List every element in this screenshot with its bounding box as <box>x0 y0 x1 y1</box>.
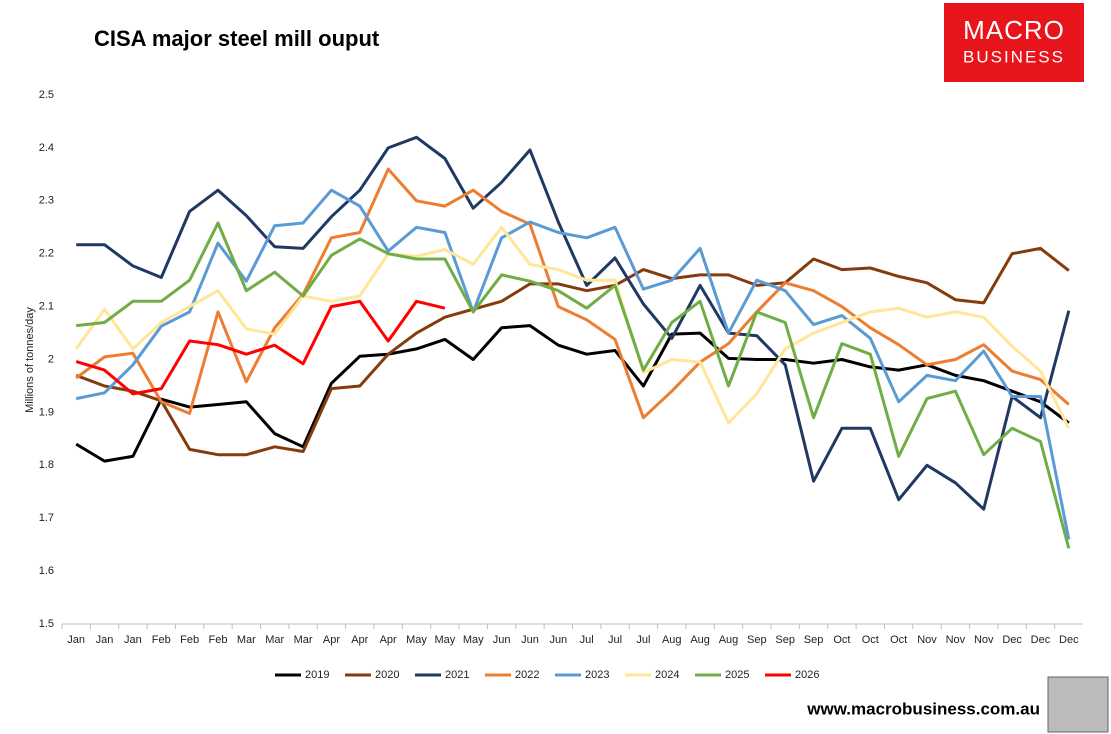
source: www.macrobusiness.com.au <box>806 699 1040 718</box>
x-tick-label: Mar <box>294 634 313 646</box>
x-tick-label: Feb <box>209 634 228 646</box>
y-tick-label: 2.4 <box>39 142 54 154</box>
series-line <box>76 135 1071 511</box>
x-tick-label: May <box>434 634 455 646</box>
x-tick-label: Oct <box>890 634 907 646</box>
y-tick-label: 1.9 <box>39 406 54 418</box>
logo-text: BUSINESS <box>963 47 1065 66</box>
chart-title: CISA major steel mill ouput <box>94 26 380 51</box>
x-tick-label: Dec <box>1031 634 1051 646</box>
x-tick-label: Apr <box>380 634 397 646</box>
x-tick-label: Jul <box>608 634 622 646</box>
legend-label: 2022 <box>515 669 539 681</box>
legend-label: 2020 <box>375 669 399 681</box>
series-line <box>75 324 1070 463</box>
x-tick-label: Jan <box>96 634 114 646</box>
x-tick-label: Nov <box>974 634 994 646</box>
y-tick-label: 1.8 <box>39 459 54 471</box>
x-tick-label: Nov <box>917 634 937 646</box>
x-tick-label: Apr <box>351 634 368 646</box>
y-tick-label: 1.5 <box>39 618 54 630</box>
x-tick-label: Jun <box>521 634 539 646</box>
series-line <box>75 167 1070 420</box>
x-tick-label: May <box>406 634 427 646</box>
x-tick-label: Jun <box>549 634 567 646</box>
legend-label: 2025 <box>725 669 749 681</box>
x-tick-label: Jun <box>493 634 511 646</box>
x-tick-label: Dec <box>1002 634 1022 646</box>
x-tick-label: Oct <box>862 634 879 646</box>
x-tick-label: Mar <box>237 634 256 646</box>
x-tick-label: Nov <box>946 634 966 646</box>
legend-label: 2023 <box>585 669 609 681</box>
x-tick-label: Feb <box>152 634 171 646</box>
x-tick-label: Aug <box>662 634 682 646</box>
legend-label: 2026 <box>795 669 819 681</box>
x-tick-label: Sep <box>747 634 767 646</box>
y-tick-label: 1.7 <box>39 512 54 524</box>
legend-label: 2024 <box>655 669 679 681</box>
legend-label: 2021 <box>445 669 469 681</box>
y-axis-label: Millions of tonnes/day <box>24 307 36 413</box>
y-tick-label: 2.2 <box>39 248 54 260</box>
y-tick-label: 2.3 <box>39 195 54 207</box>
x-tick-label: Apr <box>323 634 340 646</box>
x-tick-label: Jan <box>67 634 85 646</box>
series-line <box>75 188 1071 540</box>
y-tick-label: 2 <box>48 353 54 365</box>
x-tick-label: Sep <box>775 634 795 646</box>
logo-text: MACRO <box>963 15 1065 45</box>
x-tick-label: Sep <box>804 634 824 646</box>
x-tick-label: Feb <box>180 634 199 646</box>
x-tick-label: Oct <box>833 634 850 646</box>
legend-label: 2019 <box>305 669 329 681</box>
x-tick-label: Mar <box>265 634 284 646</box>
x-tick-label: Aug <box>719 634 739 646</box>
series-line <box>75 246 1070 457</box>
x-tick-label: May <box>463 634 484 646</box>
series-line <box>75 299 446 396</box>
y-tick-label: 2.1 <box>39 301 54 313</box>
x-tick-label: Jan <box>124 634 142 646</box>
fox-logo <box>1047 676 1109 733</box>
series-line <box>76 221 1071 549</box>
x-tick-label: Jul <box>636 634 650 646</box>
x-tick-label: Jul <box>580 634 594 646</box>
series-line <box>74 225 1071 429</box>
x-tick-label: Dec <box>1059 634 1079 646</box>
logo-box <box>944 3 1084 82</box>
y-tick-label: 2.5 <box>39 89 54 101</box>
y-tick-label: 1.6 <box>39 565 54 577</box>
x-tick-label: Aug <box>690 634 710 646</box>
